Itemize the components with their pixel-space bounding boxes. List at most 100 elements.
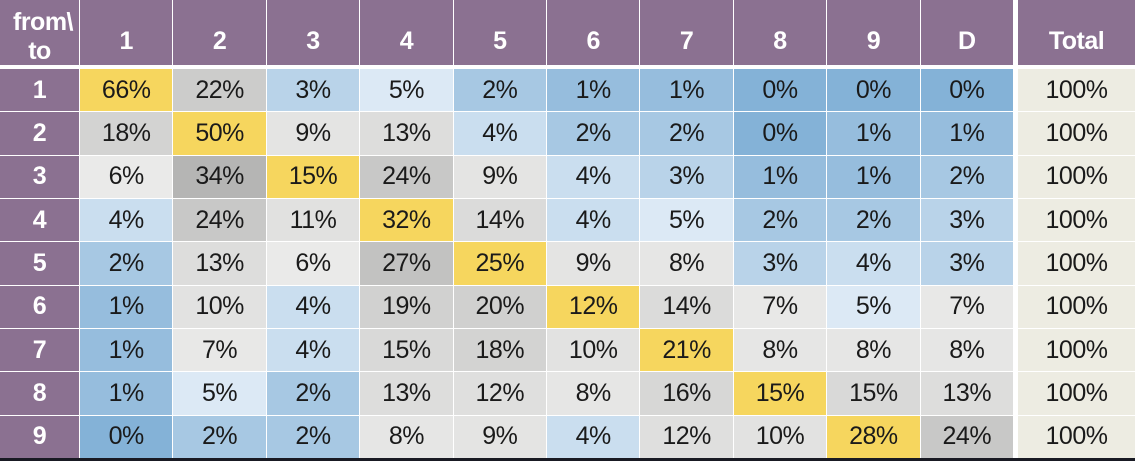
row-header-8: 8 — [0, 372, 79, 415]
matrix-cell-r8-c6: 8% — [547, 372, 640, 415]
matrix-cell-r9-c5: 9% — [453, 415, 546, 458]
col-header-9: 9 — [827, 0, 920, 65]
matrix-cell-r9-c1: 0% — [80, 415, 173, 458]
row-header-1: 1 — [0, 69, 79, 112]
matrix-cell-r6-c2: 10% — [173, 285, 266, 328]
matrix-cell-r7-c6: 10% — [547, 328, 640, 372]
row-header-3: 3 — [0, 155, 79, 198]
matrix-cell-r9-c8: 10% — [733, 415, 827, 458]
matrix-cell-r9-c7: 12% — [640, 415, 733, 458]
matrix-cell-r8-c1: 1% — [80, 372, 173, 415]
matrix-cell-r4-cD: 3% — [920, 198, 1013, 242]
total-cell-r2: 100% — [1018, 112, 1135, 155]
matrix-cell-r3-c7: 3% — [640, 155, 733, 198]
matrix-cell-r3-c8: 1% — [733, 155, 827, 198]
matrix-cell-r7-c5: 18% — [453, 328, 546, 372]
row-header-2: 2 — [0, 112, 79, 155]
matrix-cell-r4-c6: 4% — [547, 198, 640, 242]
corner-label: from\ to — [0, 0, 79, 65]
total-cell-r1: 100% — [1018, 69, 1135, 112]
matrix-cell-r2-cD: 1% — [920, 112, 1013, 155]
header-body-gap — [0, 66, 1135, 68]
matrix-cell-r2-c1: 18% — [80, 112, 173, 155]
matrix-cell-r5-c7: 8% — [640, 242, 733, 285]
matrix-cell-r1-c5: 2% — [453, 69, 546, 112]
matrix-cell-r2-c4: 13% — [360, 112, 453, 155]
matrix-cell-r8-c8: 15% — [733, 372, 827, 415]
matrix-cell-r8-c7: 16% — [640, 372, 733, 415]
matrix-cell-r1-c4: 5% — [360, 69, 453, 112]
matrix-cell-r4-c5: 14% — [453, 198, 546, 242]
matrix-cell-r2-c5: 4% — [453, 112, 546, 155]
total-cell-r4: 100% — [1018, 198, 1135, 242]
total-column-gap — [1014, 0, 1017, 458]
col-header-6: 6 — [547, 0, 640, 65]
matrix-cell-r4-c9: 2% — [827, 198, 920, 242]
matrix-cell-r2-c6: 2% — [547, 112, 640, 155]
col-header-1: 1 — [80, 0, 173, 65]
matrix-cell-r1-cD: 0% — [920, 69, 1013, 112]
matrix-cell-r4-c3: 11% — [266, 198, 360, 242]
matrix-cell-r1-c9: 0% — [827, 69, 920, 112]
corner-label-to: to — [28, 37, 51, 65]
total-cell-r6: 100% — [1018, 285, 1135, 328]
matrix-cell-r1-c2: 22% — [173, 69, 266, 112]
matrix-cell-r3-cD: 2% — [920, 155, 1013, 198]
matrix-cell-r4-c4: 32% — [360, 198, 453, 242]
matrix-cell-r1-c1: 66% — [80, 69, 173, 112]
matrix-cell-r6-c9: 5% — [827, 285, 920, 328]
total-cell-r5: 100% — [1018, 242, 1135, 285]
matrix-cell-r6-c7: 14% — [640, 285, 733, 328]
matrix-cell-r9-c9: 28% — [827, 415, 920, 458]
matrix-cell-r3-c6: 4% — [547, 155, 640, 198]
row-header-4: 4 — [0, 198, 79, 242]
total-cell-r8: 100% — [1018, 372, 1135, 415]
matrix-cell-r8-c5: 12% — [453, 372, 546, 415]
col-header-8: 8 — [733, 0, 827, 65]
matrix-cell-r9-c4: 8% — [360, 415, 453, 458]
matrix-cell-r6-c4: 19% — [360, 285, 453, 328]
matrix-cell-r4-c2: 24% — [173, 198, 266, 242]
row-header-6: 6 — [0, 285, 79, 328]
matrix-cell-r2-c7: 2% — [640, 112, 733, 155]
matrix-cell-r8-c3: 2% — [266, 372, 360, 415]
matrix-cell-r5-c3: 6% — [266, 242, 360, 285]
row-header-5: 5 — [0, 242, 79, 285]
corner-label-from: from\ — [13, 8, 74, 36]
matrix-cell-r6-c1: 1% — [80, 285, 173, 328]
matrix-cell-r6-c3: 4% — [266, 285, 360, 328]
matrix-cell-r5-c8: 3% — [733, 242, 827, 285]
matrix-cell-r7-c2: 7% — [173, 328, 266, 372]
matrix-cell-r9-c6: 4% — [547, 415, 640, 458]
total-cell-r7: 100% — [1018, 328, 1135, 372]
matrix-cell-r3-c3: 15% — [266, 155, 360, 198]
total-column-header: Total — [1018, 0, 1135, 65]
matrix-cell-r3-c5: 9% — [453, 155, 546, 198]
matrix-cell-r1-c6: 1% — [547, 69, 640, 112]
matrix-cell-r5-c6: 9% — [547, 242, 640, 285]
matrix-cell-r8-c9: 15% — [827, 372, 920, 415]
col-header-D: D — [920, 0, 1013, 65]
matrix-cell-r5-c1: 2% — [80, 242, 173, 285]
col-header-3: 3 — [266, 0, 360, 65]
col-header-7: 7 — [640, 0, 733, 65]
matrix-cell-r6-cD: 7% — [920, 285, 1013, 328]
matrix-cell-r7-c4: 15% — [360, 328, 453, 372]
col-header-2: 2 — [173, 0, 266, 65]
col-header-4: 4 — [360, 0, 453, 65]
matrix-cell-r1-c7: 1% — [640, 69, 733, 112]
matrix-cell-r7-c1: 1% — [80, 328, 173, 372]
matrix-cell-r2-c2: 50% — [173, 112, 266, 155]
matrix-cell-r4-c7: 5% — [640, 198, 733, 242]
matrix-cell-r7-c3: 4% — [266, 328, 360, 372]
total-cell-r9: 100% — [1018, 415, 1135, 458]
row-header-7: 7 — [0, 328, 79, 372]
matrix-cell-r5-c5: 25% — [453, 242, 546, 285]
matrix-cell-r3-c9: 1% — [827, 155, 920, 198]
matrix-cell-r8-cD: 13% — [920, 372, 1013, 415]
matrix-cell-r8-c4: 13% — [360, 372, 453, 415]
matrix-cell-r9-cD: 24% — [920, 415, 1013, 458]
matrix-cell-r5-c4: 27% — [360, 242, 453, 285]
total-cell-r3: 100% — [1018, 155, 1135, 198]
